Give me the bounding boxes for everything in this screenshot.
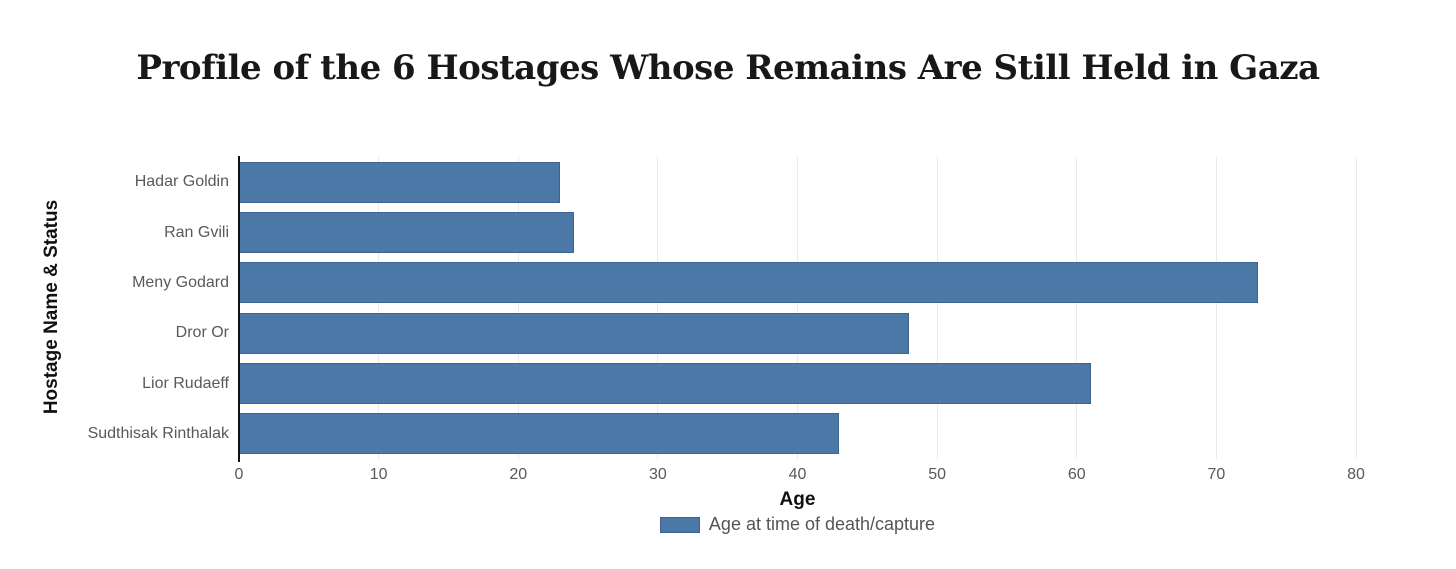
gridline bbox=[517, 157, 519, 459]
gridline bbox=[1355, 157, 1357, 459]
category-label: Lior Rudaeff bbox=[142, 374, 229, 392]
gridline bbox=[1076, 157, 1078, 459]
bar[interactable] bbox=[239, 312, 910, 354]
bar[interactable] bbox=[239, 161, 561, 203]
x-tick-label: 70 bbox=[1207, 466, 1226, 483]
legend[interactable]: Age at time of death/capture bbox=[239, 514, 1356, 535]
x-axis-title: Age bbox=[779, 489, 816, 510]
category-label: Hadar Goldin bbox=[134, 173, 229, 191]
x-tick-label: 50 bbox=[928, 466, 947, 483]
legend-label: Age at time of death/capture bbox=[708, 514, 936, 534]
gridline bbox=[378, 157, 380, 459]
gridline bbox=[797, 157, 798, 459]
x-tick-label: 20 bbox=[509, 466, 528, 483]
plot-area bbox=[239, 157, 1357, 459]
x-tick-label: 40 bbox=[788, 466, 807, 483]
bar[interactable] bbox=[239, 363, 1091, 404]
x-tick-label: 60 bbox=[1067, 466, 1086, 483]
category-label: Dror Or bbox=[175, 324, 229, 342]
y-axis-category-labels: Hadar Goldin Ran Gvili Meny Godard Dror Or L… bbox=[0, 157, 229, 459]
legend-swatch bbox=[659, 516, 700, 533]
x-tick-label: 80 bbox=[1347, 466, 1365, 483]
x-tick-label: 0 bbox=[234, 466, 244, 483]
x-axis-ticks: 0 10 20 30 40 50 60 70 80 bbox=[235, 466, 1365, 486]
category-label: Ran Gvili bbox=[164, 223, 229, 241]
gridline bbox=[657, 157, 659, 459]
bar[interactable] bbox=[239, 262, 1259, 304]
gridline bbox=[936, 157, 938, 459]
category-label: Sudthisak Rinthalak bbox=[87, 424, 229, 442]
category-label: Meny Godard bbox=[132, 273, 229, 291]
chart-title: Profile of the 6 Hostages Whose Remains … bbox=[136, 48, 1320, 88]
y-axis-line bbox=[238, 156, 240, 462]
bar[interactable] bbox=[239, 413, 840, 455]
x-tick-label: 30 bbox=[648, 466, 667, 483]
bar[interactable] bbox=[239, 212, 575, 253]
gridline bbox=[1215, 157, 1217, 459]
x-tick-label: 10 bbox=[369, 466, 388, 483]
